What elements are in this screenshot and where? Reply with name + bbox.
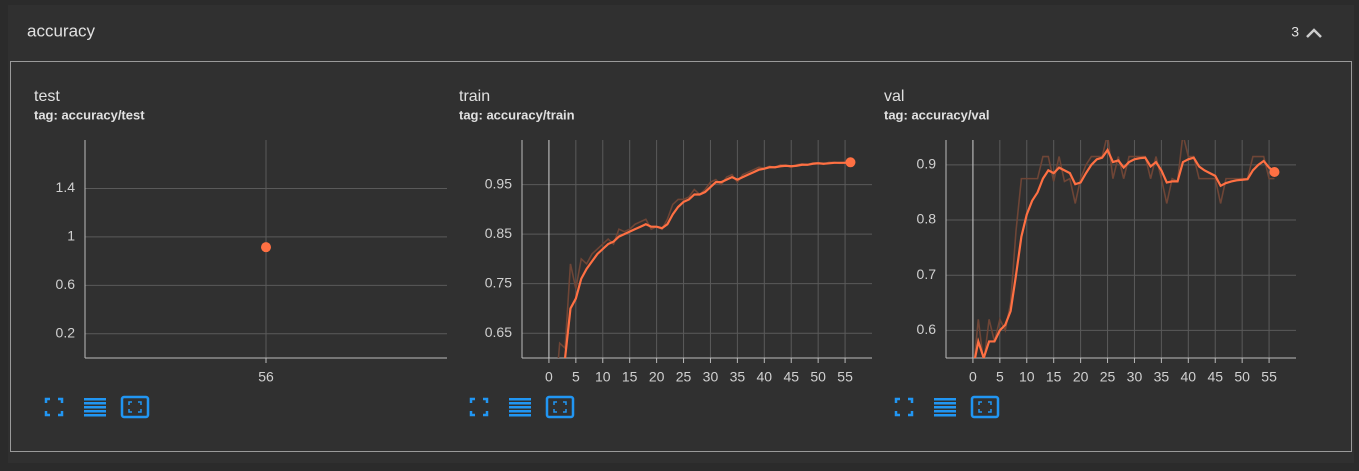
x-tick-label: 55 bbox=[1261, 369, 1277, 385]
series-line bbox=[973, 147, 1276, 358]
fullscreen-icon[interactable] bbox=[469, 397, 489, 417]
fit-domain-icon[interactable] bbox=[545, 395, 575, 419]
icon-bar bbox=[934, 406, 956, 409]
x-tick-label: 5 bbox=[996, 369, 1004, 385]
plot bbox=[261, 242, 271, 253]
icon-bar bbox=[934, 410, 956, 413]
x-tick-label: 15 bbox=[622, 369, 638, 385]
x-tick-label: 15 bbox=[1046, 369, 1062, 385]
y-tick-label: 1.4 bbox=[56, 179, 76, 195]
series-line bbox=[973, 140, 1275, 358]
y-tick-label: 0.6 bbox=[56, 276, 76, 292]
x-tick-label: 40 bbox=[1181, 369, 1197, 385]
x-tick-label: 0 bbox=[545, 369, 553, 385]
last-point bbox=[845, 157, 856, 168]
y-tick-label: 0.2 bbox=[56, 324, 76, 340]
icon-bar bbox=[509, 402, 531, 405]
y-tick-label: 0.7 bbox=[917, 266, 937, 282]
x-tick-label: 30 bbox=[703, 369, 719, 385]
y-tick-label: 1 bbox=[67, 228, 75, 244]
icon-bar bbox=[934, 414, 956, 417]
chart-subtitle: tag: accuracy/val bbox=[884, 107, 990, 122]
icon-corners bbox=[978, 401, 992, 413]
fullscreen-icon[interactable] bbox=[894, 397, 914, 417]
chart-title: train bbox=[459, 88, 490, 105]
icon-frame bbox=[970, 395, 1000, 419]
icon-row bbox=[44, 395, 1000, 419]
icon-frame bbox=[120, 395, 150, 419]
y-tick-label: 0.6 bbox=[917, 321, 937, 337]
toggle-log-icon[interactable] bbox=[934, 398, 956, 417]
x-tick-label: 56 bbox=[258, 369, 274, 385]
x-tick-label: 5 bbox=[572, 369, 580, 385]
series-line bbox=[563, 161, 851, 358]
x-tick-label: 20 bbox=[649, 369, 665, 385]
x-tick-label: 0 bbox=[969, 369, 977, 385]
icon-bar bbox=[509, 410, 531, 413]
x-tick-label: 45 bbox=[1207, 369, 1223, 385]
icon-corners bbox=[128, 401, 142, 413]
icon-bar bbox=[509, 398, 531, 401]
icon-bar bbox=[84, 398, 106, 401]
x-tick-label: 25 bbox=[676, 369, 692, 385]
fullscreen-icon[interactable] bbox=[44, 397, 64, 417]
x-tick-label: 50 bbox=[810, 369, 826, 385]
chart-count: 3 bbox=[1291, 24, 1299, 40]
x-tick-label: 25 bbox=[1100, 369, 1116, 385]
icon-corners bbox=[553, 401, 567, 413]
y-tick-label: 0.8 bbox=[917, 211, 937, 227]
fit-domain-icon[interactable] bbox=[120, 395, 150, 419]
x-tick-label: 40 bbox=[757, 369, 773, 385]
plot bbox=[973, 140, 1280, 358]
x-tick-label: 50 bbox=[1234, 369, 1250, 385]
y-tick-label: 0.95 bbox=[485, 175, 512, 191]
x-tick-label: 30 bbox=[1127, 369, 1143, 385]
x-tick-label: 55 bbox=[837, 369, 853, 385]
toggle-log-icon[interactable] bbox=[84, 398, 106, 417]
x-tick-label: 35 bbox=[1154, 369, 1170, 385]
icon-bar bbox=[934, 398, 956, 401]
y-tick-label: 0.85 bbox=[485, 225, 512, 241]
icon-bar bbox=[509, 414, 531, 417]
y-tick-label: 0.75 bbox=[485, 274, 512, 290]
chart-subtitle: tag: accuracy/test bbox=[34, 107, 145, 122]
icon-bar bbox=[509, 406, 531, 409]
last-point bbox=[261, 242, 271, 253]
collapse-icon[interactable] bbox=[1306, 28, 1322, 38]
icon-bar bbox=[84, 410, 106, 413]
plot bbox=[557, 157, 856, 358]
last-point bbox=[1269, 167, 1280, 178]
icon-frame bbox=[545, 395, 575, 419]
chart-title: test bbox=[34, 88, 60, 105]
x-tick-label: 10 bbox=[1019, 369, 1035, 385]
x-tick-label: 35 bbox=[730, 369, 746, 385]
fit-domain-icon[interactable] bbox=[970, 395, 1000, 419]
y-tick-label: 0.9 bbox=[917, 156, 937, 172]
section-title: accuracy bbox=[27, 21, 96, 40]
y-tick-label: 0.65 bbox=[485, 324, 512, 340]
chart-title: val bbox=[884, 88, 904, 105]
icon-bar bbox=[84, 402, 106, 405]
x-tick-label: 45 bbox=[783, 369, 799, 385]
chart-subtitle: tag: accuracy/train bbox=[459, 107, 575, 122]
icon-bar bbox=[84, 414, 106, 417]
x-tick-label: 10 bbox=[595, 369, 611, 385]
panel-border bbox=[10, 61, 1352, 452]
icon-bar bbox=[84, 406, 106, 409]
x-tick-label: 20 bbox=[1073, 369, 1089, 385]
toggle-log-icon[interactable] bbox=[509, 398, 531, 417]
icon-bar bbox=[934, 402, 956, 405]
